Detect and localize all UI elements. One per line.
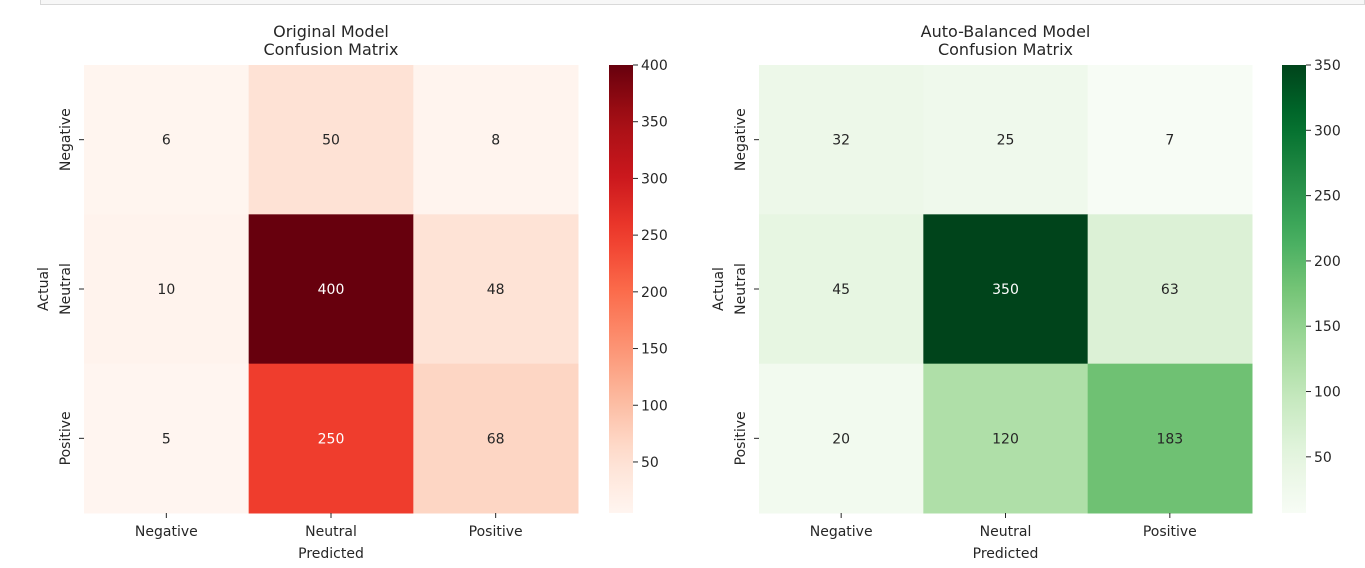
x-tick-label: Negative: [135, 524, 198, 540]
heatmap-cell: [1087, 363, 1253, 514]
y-axis-label: Actual: [711, 267, 727, 311]
colorbar-tick-label: 350: [1314, 58, 1341, 74]
colorbar-tick-label: 300: [641, 171, 668, 187]
colorbar-tick-label: 100: [1314, 385, 1341, 401]
colorbar-tick-label: 100: [641, 398, 668, 414]
cell-value-label: 8: [491, 133, 500, 149]
cell-value-label: 350: [992, 282, 1019, 298]
x-tick-label: Positive: [469, 524, 523, 540]
colorbar-tick-label: 350: [641, 115, 668, 131]
y-tick-label: Positive: [733, 411, 749, 465]
heatmap-cell: [923, 214, 1089, 365]
chart-title-line: Confusion Matrix: [938, 40, 1073, 59]
colorbar-tick-label: 50: [1314, 450, 1332, 466]
x-tick-label: Negative: [810, 524, 873, 540]
colorbar: [609, 65, 633, 513]
x-tick-label: Neutral: [980, 524, 1032, 540]
cell-value-label: 63: [1161, 282, 1179, 298]
cell-value-label: 32: [832, 133, 850, 149]
heatmap-cell: [84, 214, 250, 365]
auto-balanced-model-heatmap: 32 25 7 45 350 63 20 120 183 Negative Neutral Posit…: [711, 22, 1341, 562]
cell-value-label: 68: [487, 431, 505, 447]
heatmap-cell: [248, 214, 414, 365]
y-axis-label: Actual: [36, 267, 52, 311]
colorbar-tick-label: 250: [641, 228, 668, 244]
colorbar-tick-label: 300: [1314, 123, 1341, 139]
cell-value-label: 20: [832, 431, 850, 447]
y-tick-label: Positive: [58, 411, 74, 465]
heatmap-cell: [759, 363, 924, 514]
heatmap-cell: [923, 65, 1089, 215]
cell-value-label: 400: [318, 282, 345, 298]
colorbar: [1282, 65, 1306, 513]
heatmap-cell: [1087, 65, 1253, 215]
x-tick-label: Positive: [1143, 524, 1197, 540]
cell-value-label: 183: [1156, 431, 1183, 447]
chart-title-line: Auto-Balanced Model: [921, 22, 1091, 41]
y-tick-label: Negative: [733, 108, 749, 171]
colorbar-tick-label: 50: [641, 455, 659, 471]
heatmap-cell: [413, 214, 579, 365]
cell-value-label: 25: [997, 133, 1015, 149]
x-tick-label: Neutral: [305, 524, 357, 540]
colorbar-tick-label: 400: [641, 58, 668, 74]
cell-value-label: 120: [992, 431, 1019, 447]
cell-value-label: 10: [157, 282, 175, 298]
heatmap-cell: [248, 65, 414, 215]
colorbar-tick-label: 200: [1314, 254, 1341, 270]
colorbar-tick-label: 250: [1314, 189, 1341, 205]
heatmap-cell: [759, 65, 924, 215]
y-tick-label: Negative: [58, 108, 74, 171]
x-axis-label: Predicted: [973, 546, 1039, 562]
heatmap-cell: [413, 65, 579, 215]
heatmap-cell: [248, 363, 414, 514]
heatmap-cell: [84, 65, 250, 215]
cell-value-label: 50: [322, 133, 340, 149]
heatmap-cell: [84, 363, 250, 514]
heatmap-cell: [1087, 214, 1253, 365]
cell-value-label: 48: [487, 282, 505, 298]
x-axis-label: Predicted: [298, 546, 364, 562]
colorbar-tick-label: 150: [641, 342, 668, 358]
heatmap-cell: [923, 363, 1089, 514]
y-tick-label: Neutral: [58, 263, 74, 315]
chart-title-line: Original Model: [273, 22, 389, 41]
heatmap-cell: [759, 214, 924, 365]
heatmap-cell: [413, 363, 579, 514]
cell-value-label: 5: [162, 431, 171, 447]
colorbar-tick-label: 200: [641, 285, 668, 301]
colorbar-tick-label: 150: [1314, 319, 1341, 335]
cell-value-label: 250: [318, 431, 345, 447]
chart-title-line: Confusion Matrix: [263, 40, 398, 59]
y-tick-label: Neutral: [733, 263, 749, 315]
cell-value-label: 6: [162, 133, 171, 149]
cell-value-label: 7: [1165, 133, 1174, 149]
original-model-heatmap: 6 50 8 10 400 48 5 250 68 Negative Neutral Positive…: [36, 22, 668, 562]
cell-value-label: 45: [832, 282, 850, 298]
